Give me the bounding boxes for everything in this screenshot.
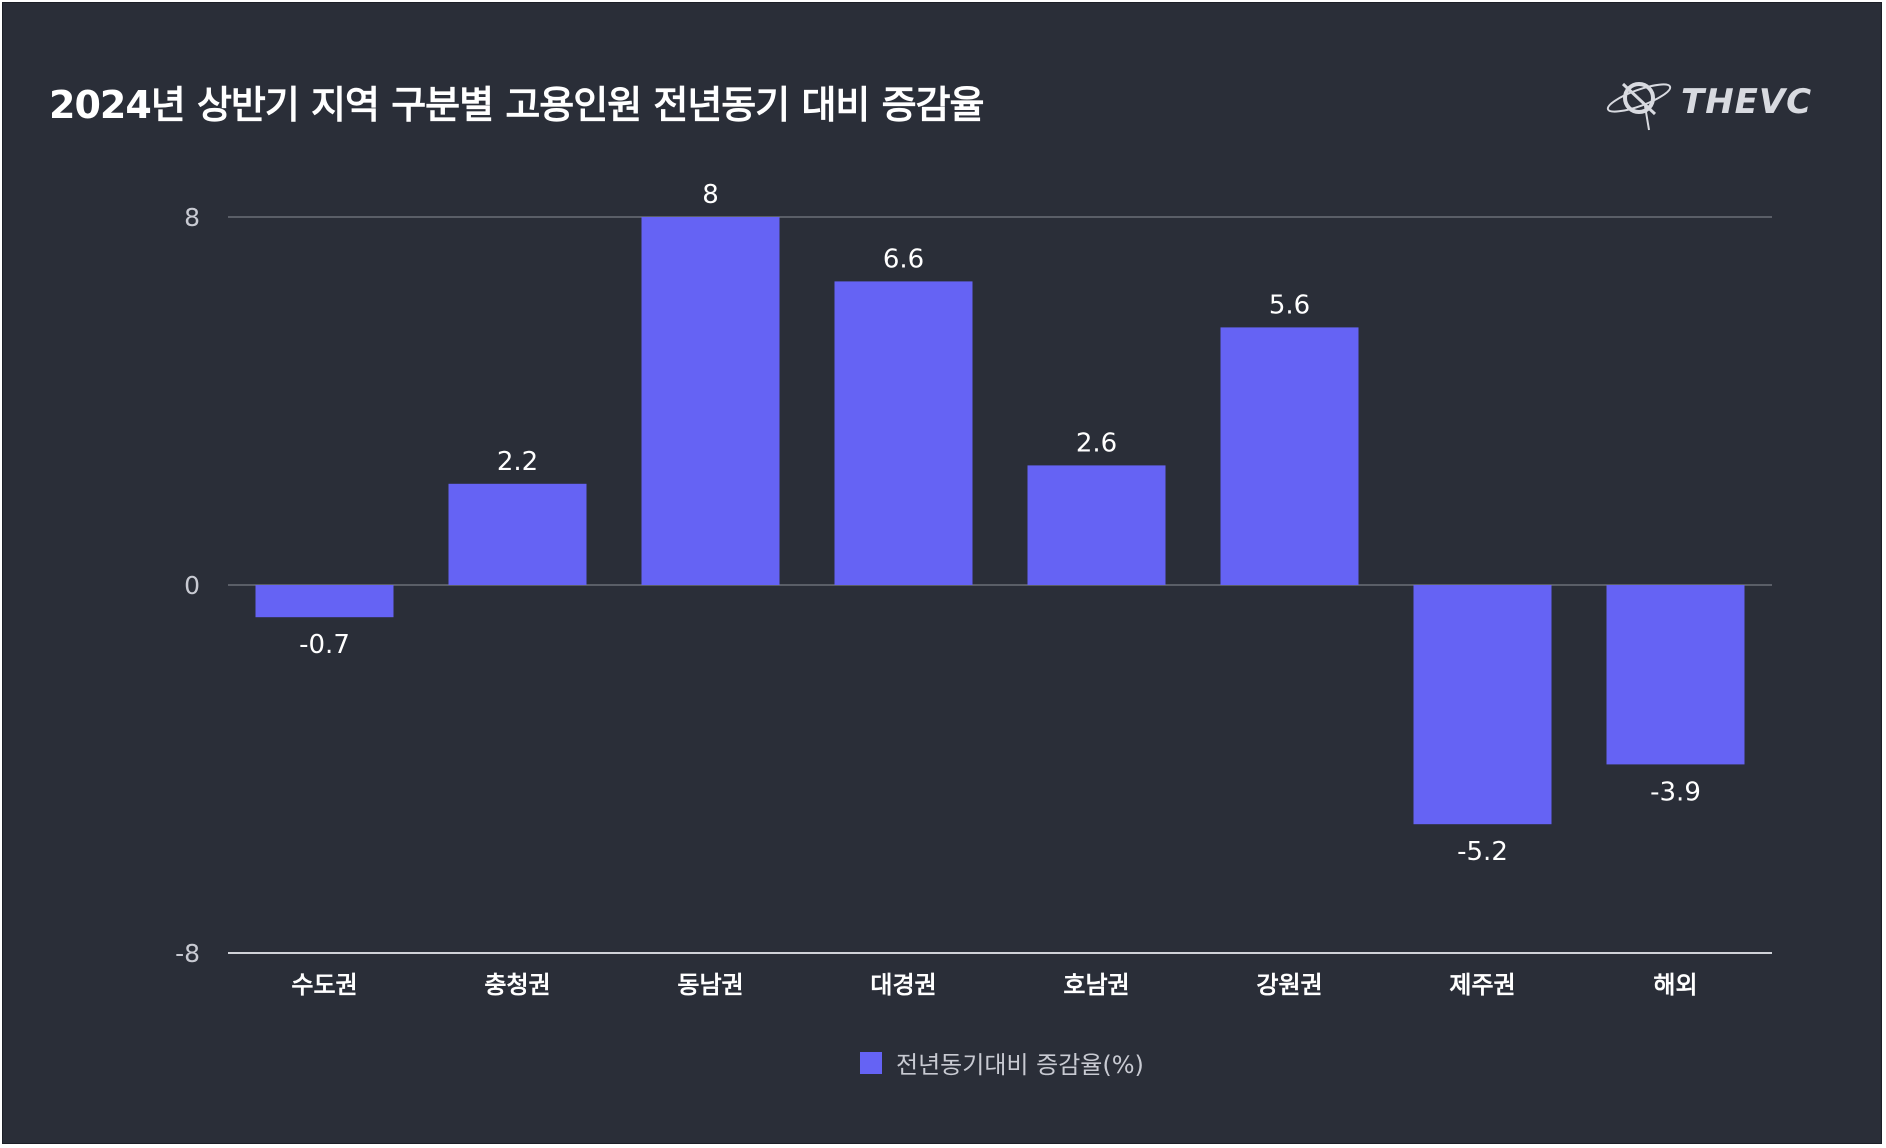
x-category-label: 제주권 [1449,971,1515,999]
planet-orbit-icon [1606,82,1672,131]
bar [1606,585,1745,765]
x-category-label: 강원권 [1256,971,1322,999]
data-label: 5.6 [1269,290,1310,320]
x-category-label: 동남권 [677,971,743,999]
data-label: -3.9 [1650,777,1701,807]
y-tick-label: 0 [184,571,200,600]
data-label: -5.2 [1457,837,1508,867]
data-label: -0.7 [299,630,350,660]
x-axis-labels: 수도권 충청권 동남권 대경권 호남권 강원권 제주권 해외 [291,971,1697,999]
bar [1413,585,1552,825]
data-label: 2.6 [1076,428,1117,458]
x-category-label: 호남권 [1063,971,1129,999]
bar [448,483,587,585]
brand-name: THEVC [1681,82,1813,122]
legend: 전년동기대비 증감율(%) [860,1045,1144,1080]
x-category-label: 대경권 [870,971,936,999]
data-label: 2.2 [497,447,538,477]
bar [641,217,780,585]
data-label: 8 [702,180,719,210]
bar [1027,465,1166,585]
chart-title: 2024년 상반기 지역 구분별 고용인원 전년동기 대비 증감율 [49,83,984,127]
bars [255,217,1745,825]
data-label: 6.6 [883,244,924,274]
bar [1220,327,1359,585]
brand-logo: THEVC [1605,76,1835,136]
legend-swatch [860,1051,882,1074]
x-category-label: 해외 [1653,971,1697,999]
y-tick-label: -8 [175,939,200,968]
x-category-label: 충청권 [484,971,550,999]
legend-label: 전년동기대비 증감율(%) [896,1051,1144,1079]
data-labels: -0.7 2.2 8 6.6 2.6 5.6 -5.2 -3.9 [299,180,1701,867]
x-category-label: 수도권 [291,971,357,999]
bar [255,585,394,618]
bar [834,281,973,585]
y-tick-label: 8 [184,203,200,232]
y-axis-ticks: 8 0 -8 [175,203,200,968]
